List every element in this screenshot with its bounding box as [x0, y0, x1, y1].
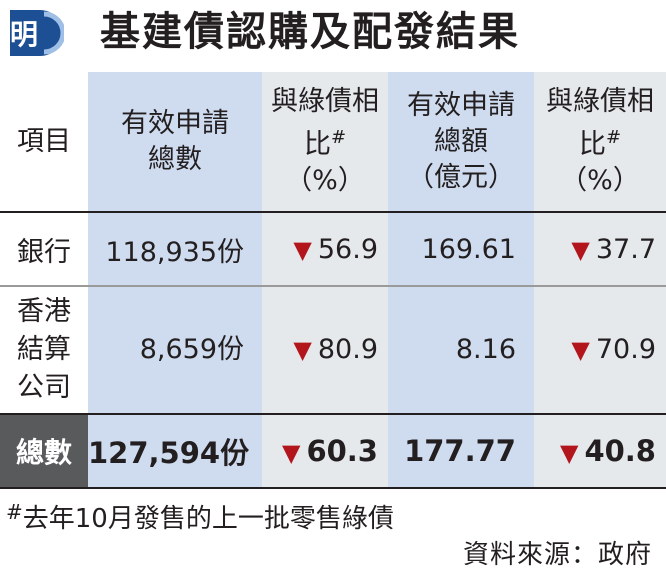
page-title: 基建債認購及配發結果	[100, 9, 520, 55]
row-count-change: ▼ 56.9	[262, 211, 388, 286]
row-amount-change: ▼ 37.7	[534, 211, 666, 286]
footnote: #去年10月發售的上一批零售綠債	[6, 500, 394, 534]
row-item: 總數	[0, 413, 88, 489]
table-row: 香港 結算 公司 8,659份 ▼ 80.9 8.16 ▼ 70.9	[0, 285, 666, 414]
table-header-row: 項目 有效申請總數 與綠債相比# （%） 有效申請總額 （億元） 與綠債相比# （%）	[0, 72, 666, 212]
row-amount: 177.77	[388, 413, 534, 489]
row-amount: 169.61	[388, 211, 534, 286]
header-item: 項目	[0, 72, 88, 212]
header-valid-amount: 有效申請總額 （億元）	[388, 72, 534, 212]
down-arrow-icon: ▼	[281, 439, 301, 467]
ming-pao-logo-icon: 明	[10, 10, 64, 56]
row-amount: 8.16	[388, 285, 534, 414]
row-amount-change: ▼ 70.9	[534, 285, 666, 414]
down-arrow-icon: ▼	[571, 235, 590, 264]
svg-text:明: 明	[10, 18, 38, 51]
row-item: 銀行	[0, 211, 88, 286]
down-arrow-icon: ▼	[571, 336, 590, 364]
row-count: 8,659份	[88, 285, 262, 414]
table-row-total: 總數 127,594份 ▼ 60.3 177.77 ▼ 40.8	[0, 413, 666, 489]
header-count-change: 與綠債相比# （%）	[262, 72, 388, 212]
row-item: 香港 結算 公司	[0, 285, 88, 414]
table-row: 銀行 118,935份 ▼ 56.9 169.61 ▼ 37.7	[0, 211, 666, 286]
row-count: 118,935份	[88, 211, 262, 286]
row-amount-change: ▼ 40.8	[534, 413, 666, 489]
down-arrow-icon: ▼	[293, 235, 312, 264]
header-valid-count: 有效申請總數	[88, 72, 262, 212]
row-count-change: ▼ 80.9	[262, 285, 388, 414]
down-arrow-icon: ▼	[293, 336, 312, 364]
source-note: 資料來源：政府	[462, 540, 652, 570]
row-count: 127,594份	[88, 413, 262, 489]
header: 明 基建債認購及配發結果	[0, 0, 666, 66]
header-amount-change: 與綠債相比# （%）	[534, 72, 666, 212]
results-table: 項目 有效申請總數 與綠債相比# （%） 有效申請總額 （億元） 與綠債相比# （%）…	[0, 72, 666, 489]
down-arrow-icon: ▼	[559, 439, 579, 467]
row-count-change: ▼ 60.3	[262, 413, 388, 489]
